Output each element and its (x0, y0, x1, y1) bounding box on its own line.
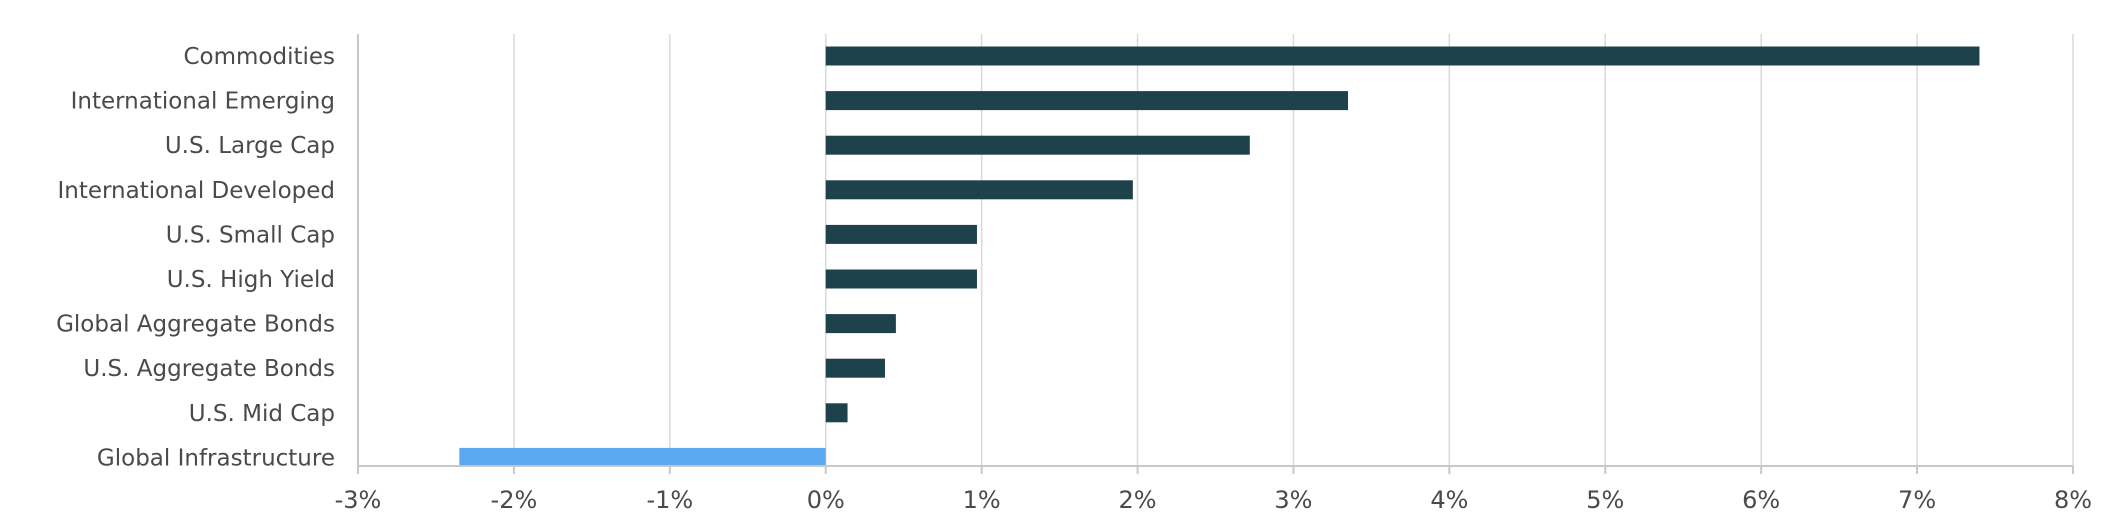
bar-commodities (825, 46, 1980, 66)
x-tick-label: -1% (646, 486, 693, 514)
bar-international-emerging (825, 91, 1349, 111)
category-label: Global Aggregate Bonds (56, 312, 335, 338)
category-label: U.S. Small Cap (166, 222, 335, 248)
category-label: U.S. Aggregate Bonds (83, 356, 335, 382)
x-tick-label: 0% (807, 486, 845, 514)
category-label: U.S. Mid Cap (189, 401, 335, 427)
category-label: U.S. High Yield (167, 267, 335, 293)
x-tick-label: 7% (1898, 486, 1936, 514)
bar-u-s-high-yield (825, 269, 977, 289)
bar-international-developed (825, 180, 1133, 200)
category-label: Global Infrastructure (97, 445, 335, 471)
x-tick-label: -2% (491, 486, 538, 514)
bar-u-s-aggregate-bonds (825, 358, 885, 378)
category-labels: Commodities International Emerging U.S. La… (56, 44, 335, 471)
x-tick-label: 4% (1430, 486, 1468, 514)
x-tick-label: 8% (2054, 486, 2092, 514)
category-label: International Emerging (71, 89, 335, 115)
bar-u-s-mid-cap (825, 403, 848, 423)
bars (459, 46, 1980, 467)
category-label: International Developed (57, 178, 335, 204)
axes (357, 34, 2074, 474)
bar-u-s-small-cap (825, 224, 977, 244)
category-label: U.S. Large Cap (165, 133, 335, 159)
x-tick-label: 3% (1274, 486, 1312, 514)
bar-u-s-large-cap (825, 135, 1250, 155)
x-tick-labels: -3% -2% -1% 0% 1% 2% 3% 4% 5% 6% 7% 8% (335, 486, 2092, 514)
x-tick-label: -3% (335, 486, 382, 514)
x-tick-label: 5% (1586, 486, 1624, 514)
x-tick-label: 2% (1119, 486, 1157, 514)
x-tick-label: 6% (1742, 486, 1780, 514)
category-label: Commodities (183, 44, 335, 70)
bar-global-infrastructure (459, 447, 826, 467)
bar-global-aggregate-bonds (825, 314, 896, 334)
x-tick-label: 1% (963, 486, 1001, 514)
